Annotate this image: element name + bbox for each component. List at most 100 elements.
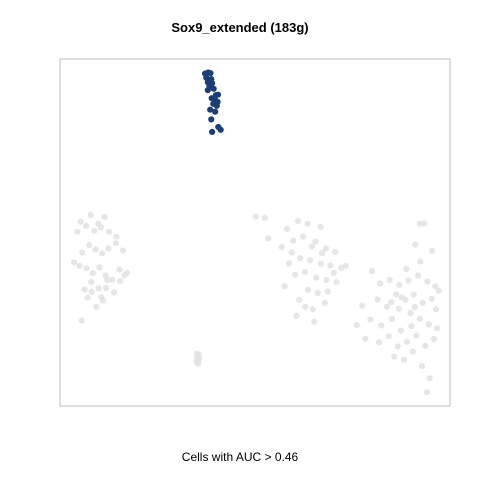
cell-point-low [394, 343, 401, 350]
cell-point-low [304, 286, 312, 293]
cell-point-low [422, 342, 429, 350]
cell-point-low [425, 321, 432, 328]
cell-point-low [321, 299, 328, 306]
cell-point-low [312, 238, 319, 245]
cell-point-low [97, 224, 104, 231]
below-threshold-cells [70, 212, 442, 396]
cell-point-low [388, 299, 395, 306]
cell-point-low [96, 264, 103, 271]
cell-point-low [395, 305, 402, 312]
cell-point-low [306, 257, 314, 264]
cell-point-low [83, 265, 90, 272]
cell-point-low [421, 220, 428, 227]
cell-point-low [414, 272, 422, 279]
cell-point-low [317, 223, 324, 230]
cell-point-low [309, 306, 316, 313]
cell-point-low [314, 289, 321, 296]
cell-point-low [327, 262, 334, 269]
cell-point-low [419, 299, 426, 306]
cell-point-high [210, 85, 217, 92]
cell-point-low [297, 255, 304, 262]
cell-point-low [409, 348, 416, 355]
cell-point-low [106, 228, 113, 235]
cell-point-low [429, 247, 436, 254]
cell-point-low [109, 276, 116, 283]
cell-point-low [308, 243, 315, 250]
cell-point-low [99, 297, 106, 304]
cell-point-low [393, 291, 400, 298]
cell-point-low [84, 294, 91, 301]
cell-point-low [397, 327, 404, 334]
cell-point-low [89, 270, 96, 277]
cell-point-low [359, 302, 366, 309]
cell-point-low [398, 294, 405, 301]
cell-point-low [294, 217, 301, 225]
cell-point-low [368, 267, 376, 275]
cell-point-low [111, 289, 118, 296]
cell-point-low [412, 241, 419, 248]
cell-point-low [265, 235, 272, 242]
cell-point-low [323, 276, 330, 284]
cell-point-high [214, 98, 221, 106]
cell-point-low [76, 262, 83, 269]
cell-point-low [377, 280, 384, 287]
cell-point-low [383, 303, 390, 310]
cell-point-low [411, 304, 418, 311]
cell-point-low [112, 240, 119, 247]
cell-point-high [208, 116, 215, 123]
cell-point-low [432, 283, 439, 290]
cell-point-low [290, 237, 297, 244]
cell-point-low [405, 277, 412, 284]
cell-point-low [288, 249, 295, 256]
cell-point-low [99, 250, 106, 257]
cell-point-low [408, 323, 415, 330]
cell-point-low [113, 233, 120, 240]
cell-point-low [403, 265, 410, 272]
cell-point-low [417, 258, 424, 265]
cell-point-low [410, 291, 417, 298]
cell-point-low [293, 312, 300, 319]
cell-point-high [209, 128, 216, 135]
cell-point-low [304, 220, 311, 227]
cell-point-low [342, 262, 349, 269]
cell-point-low [311, 318, 318, 325]
cell-point-low [299, 233, 307, 240]
cell-point-low [88, 288, 95, 295]
cell-point-low [87, 212, 94, 219]
cell-point-low [70, 259, 78, 266]
cell-point-low [432, 306, 440, 313]
cell-point-low [296, 296, 303, 303]
cell-point-low [104, 276, 111, 284]
cell-point-low [428, 295, 435, 302]
cell-point-low [435, 287, 442, 294]
cell-point-low [81, 286, 88, 293]
cell-point-low [324, 288, 331, 295]
cell-point-low [281, 283, 288, 290]
cell-point-low [302, 303, 309, 310]
cell-point-low [102, 284, 110, 292]
cell-point-low [424, 278, 431, 285]
cell-point-low [105, 245, 112, 252]
cell-point-low [413, 332, 420, 339]
cell-point-low [261, 214, 268, 221]
cell-point-low [375, 339, 383, 346]
cell-point-low [332, 248, 339, 255]
cell-point-low [77, 218, 84, 225]
cell-point-low [93, 303, 100, 310]
cell-point-low [353, 322, 360, 329]
cell-point-low [418, 363, 425, 370]
cell-point-low [252, 213, 259, 220]
cell-point-low [194, 359, 201, 366]
cell-point-low [121, 272, 128, 279]
cell-point-low [388, 315, 395, 322]
cell-point-low [434, 325, 441, 332]
cell-point-low [338, 264, 345, 271]
cell-point-low [83, 222, 90, 229]
x-axis-label: Cells with AUC > 0.46 [181, 450, 299, 464]
cell-point-high [204, 87, 211, 94]
cell-point-high [207, 70, 214, 77]
cell-point-high [217, 126, 224, 133]
cell-point-high [214, 91, 222, 98]
cell-point-low [116, 266, 123, 273]
